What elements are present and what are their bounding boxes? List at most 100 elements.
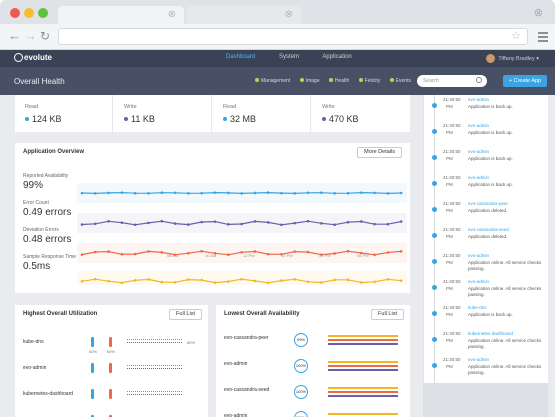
app-name: kube-dns [23,339,44,345]
full-list-button[interactable]: Full List [371,309,404,320]
sparkline-point [160,251,164,254]
sparkline-point [333,278,337,282]
sparkline-point [280,252,283,256]
sparkline-point [333,192,337,195]
list-item[interactable]: 21:40:50 PM evo-admin Application online. A… [424,277,549,303]
metric-label: Reported Availability [23,173,69,179]
sparkline-point [346,278,350,282]
forward-arrow-icon[interactable]: → [24,28,37,43]
nav-dashboard[interactable]: Dashboard [226,54,256,60]
list-item[interactable]: 21:40:50 PM evo-admin Application is back u… [424,147,549,173]
sparkline-point [346,191,350,195]
sparkline-point [173,281,177,284]
app-name: kubernetes-dashboard [23,391,74,397]
sparkline-point [187,192,190,195]
event-time: 21:40:50 [443,201,461,206]
event-source-link[interactable]: evo-cassandra-seed [468,227,509,232]
time-axis-label: 06 PM [357,253,369,258]
menu-icon[interactable] [538,32,548,44]
logo-text: evolute [24,53,53,62]
browser-tab[interactable]: ⊗ [187,6,301,24]
close-icon[interactable]: ⊗ [284,9,293,20]
logo[interactable]: evolute [14,53,52,62]
availability-bar [328,343,398,345]
address-input[interactable]: ☆ [58,28,528,45]
event-source-link[interactable]: evo-admin [468,357,490,362]
sparkline-point [386,251,390,254]
filter-management[interactable]: Management [255,78,290,84]
list-item[interactable]: 21:40:50 PM evo-cassandra-seed Application … [424,225,549,251]
filter-events[interactable]: Events [389,78,411,84]
sparkline-point [80,223,84,226]
maximize-window-button[interactable] [38,8,48,18]
metric-label: Sample Response Time [23,254,77,260]
event-message: Application is back up. [468,182,513,187]
reload-icon[interactable]: ↻ [40,29,51,43]
filter-felicity[interactable]: Felicity [358,78,380,84]
sparkline-point [147,221,150,225]
sparkline-point [200,249,203,253]
sub-header: Overall Health Management Image Health F… [0,67,555,95]
event-source-link[interactable]: evo-admin [468,175,490,180]
event-source-link[interactable]: evo-admin [468,253,490,258]
sparkline-point [360,281,363,284]
sparkline-point [320,253,323,256]
sparkline-point [360,191,363,194]
sparkline-point [360,220,363,223]
nav-application[interactable]: Application [322,54,352,60]
main-content: Read 124 KB Write 11 KB Read 32 MB Write… [0,95,555,417]
event-meridiem: PM [446,286,453,291]
event-source-link[interactable]: evo-cassandra-peer [468,201,509,206]
minimize-window-button[interactable] [24,8,34,18]
user-menu[interactable]: Tiffany Bradley ▾ [486,54,539,63]
list-item[interactable]: 21:40:50 PM evo-cassandra-peer Application … [424,199,549,225]
close-icon[interactable]: ⊗ [167,9,176,20]
search-input[interactable]: Search [417,75,487,87]
event-message: Application is back up. [468,312,513,317]
event-source-link[interactable]: evo-admin [468,149,490,154]
status-dot [432,103,437,108]
filter-health[interactable]: Health [328,78,349,84]
stat-value: 124 KB [25,114,62,124]
list-item[interactable]: 21:40:50 PM kube-dns Application is back up… [424,303,549,329]
url-bar: ← → ↻ ☆ [0,24,555,50]
close-window-button[interactable] [10,8,20,18]
full-list-button[interactable]: Full List [169,309,202,320]
search-icon [476,77,482,83]
list-item[interactable]: 21:40:50 PM evo-admin Application is back u… [424,173,549,199]
event-source-link[interactable]: evo-admin [468,97,490,102]
filter-image[interactable]: Image [299,78,319,84]
close-icon[interactable]: ⊗ [533,7,543,19]
stat-label: Write [322,104,335,110]
app-name: evo-admin [23,365,47,371]
list-item[interactable]: 21:40:50 PM evo-admin Application online. A… [424,355,549,381]
sparkline-point [306,280,310,284]
list-item[interactable]: 21:40:50 PM kubernetes-dashboard Applicatio… [424,329,549,355]
sparkline-point [373,191,376,195]
list-item[interactable]: 21:40:50 PM evo-admin Application is back u… [424,121,549,147]
availability-ring: 99% [294,333,308,347]
sparkline-point [253,250,257,253]
time-axis-label: 02 PM [281,253,293,258]
event-source-link[interactable]: kubernetes-dashboard [468,331,514,336]
event-source-link[interactable]: evo-admin [468,279,490,284]
back-arrow-icon[interactable]: ← [8,28,21,43]
event-source-link[interactable]: kube-dns [468,305,487,310]
browser-tab-active[interactable]: ⊗ [58,6,184,24]
more-details-button[interactable]: More Details [357,147,402,158]
sparkline-point [346,249,350,253]
create-app-button[interactable]: + Create App [503,75,547,87]
status-dot [432,259,437,264]
sparkline-point [107,250,110,253]
sparkline-point [240,277,243,281]
app-header: evolute Dashboard System Application Tif… [0,50,555,67]
star-icon[interactable]: ☆ [511,30,521,42]
event-source-link[interactable]: evo-admin [468,123,490,128]
nav-system[interactable]: System [279,54,300,60]
availability-bar [328,339,398,341]
availability-bar [328,335,398,337]
list-item[interactable]: 21:40:50 PM evo-admin Application is back u… [424,95,549,121]
stat-value: 32 MB [223,114,256,124]
list-item[interactable]: 21:40:50 PM evo-admin Application online. A… [424,251,549,277]
app-name: evo-admin [224,361,248,367]
